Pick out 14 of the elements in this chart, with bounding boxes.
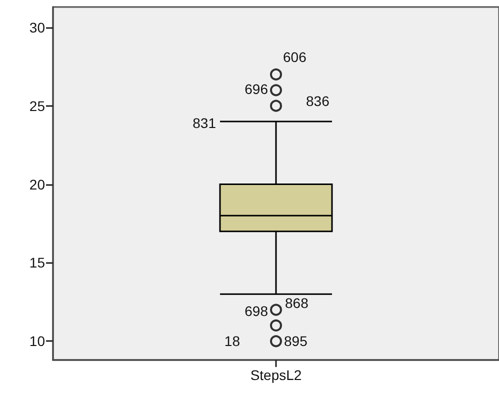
y-tick-label: 10 [29,333,46,350]
annotation: 606 [283,49,307,65]
y-tick-label: 15 [29,254,46,271]
annotation: 18 [224,333,240,349]
annotation: 696 [244,81,268,97]
annotation: 698 [244,303,268,319]
y-tick-label: 25 [29,98,46,114]
annotation: 895 [284,333,308,349]
x-tick-label: StepsL2 [250,367,302,383]
annotation: 836 [306,93,330,109]
annotation: 868 [285,295,309,311]
y-tick-label: 20 [29,176,46,192]
annotation: 831 [192,115,216,131]
y-tick-label: 30 [29,19,46,36]
